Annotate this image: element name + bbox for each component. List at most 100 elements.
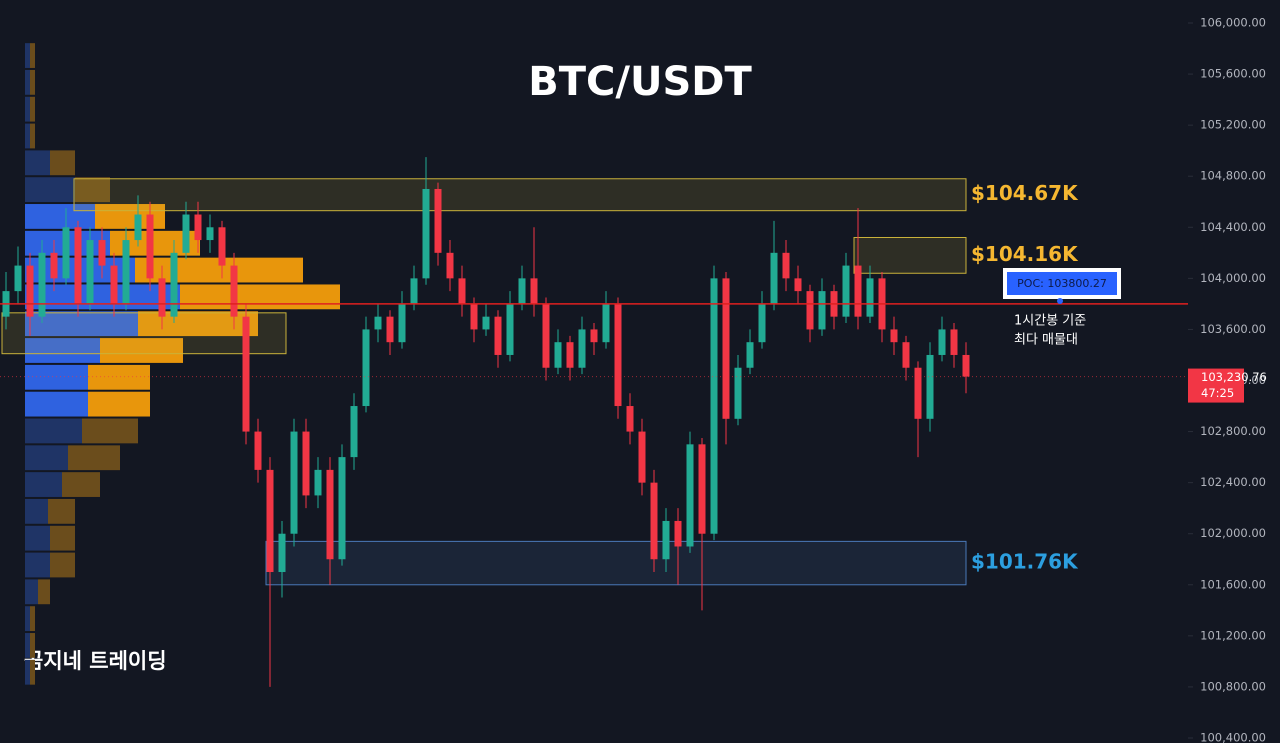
candle-body bbox=[302, 431, 310, 496]
candle-body bbox=[278, 533, 286, 573]
candle-body bbox=[518, 278, 526, 304]
candle-body bbox=[110, 265, 118, 304]
candle-body bbox=[698, 444, 706, 534]
candle-body bbox=[50, 252, 58, 279]
poc-box-inner bbox=[1007, 272, 1117, 295]
candle-body bbox=[38, 252, 46, 317]
candle-body bbox=[470, 303, 478, 330]
candle-body bbox=[950, 329, 958, 355]
candle-body bbox=[206, 227, 214, 241]
y-tick-label: 102,000.00 bbox=[1200, 526, 1266, 540]
profile-buy bbox=[25, 391, 88, 417]
candle-body bbox=[458, 278, 466, 304]
poc-dot bbox=[1057, 298, 1063, 304]
candle-body bbox=[590, 329, 598, 343]
profile-sell bbox=[100, 338, 183, 363]
y-tick-label: 104,000.00 bbox=[1200, 271, 1266, 285]
profile-buy bbox=[25, 633, 30, 658]
profile-buy bbox=[25, 96, 30, 122]
candle-body bbox=[818, 291, 826, 330]
profile-buy bbox=[25, 418, 82, 444]
zone bbox=[1, 312, 287, 355]
candle-body bbox=[374, 316, 382, 330]
y-tick-label: 106,000.00 bbox=[1200, 16, 1266, 30]
profile-buy bbox=[25, 525, 50, 551]
annotation: 1시간봉 기준 bbox=[1014, 314, 1086, 329]
profile-sell bbox=[48, 498, 75, 524]
profile-buy bbox=[25, 498, 48, 524]
price-tag-label: 103,230.76 bbox=[1201, 370, 1267, 384]
candle-body bbox=[266, 469, 274, 573]
candle-body bbox=[506, 303, 514, 355]
candle-body bbox=[170, 252, 178, 317]
chart-title: BTC/USDT bbox=[528, 59, 752, 105]
candle-body bbox=[686, 444, 694, 547]
candle-body bbox=[746, 342, 754, 368]
y-tick-label: 102,800.00 bbox=[1200, 424, 1266, 438]
candle-body bbox=[494, 316, 502, 355]
y-tick-label: 102,400.00 bbox=[1200, 475, 1266, 489]
profile-buy bbox=[25, 177, 75, 203]
candle-body bbox=[890, 329, 898, 343]
candle-body bbox=[578, 329, 586, 368]
candle-body bbox=[734, 367, 742, 419]
candle-body bbox=[542, 303, 550, 368]
profile-buy bbox=[25, 472, 62, 497]
candle-body bbox=[218, 227, 226, 266]
watermark: 곰지네 트레이딩 bbox=[24, 649, 167, 673]
profile-sell bbox=[30, 43, 35, 68]
profile-sell bbox=[50, 552, 75, 578]
zone-label: $101.76K bbox=[971, 550, 1079, 574]
zone-label: $104.67K bbox=[971, 181, 1079, 205]
profile-sell bbox=[68, 445, 120, 471]
profile-buy bbox=[25, 204, 95, 229]
y-tick-label: 104,800.00 bbox=[1200, 169, 1266, 183]
candle-body bbox=[362, 329, 370, 407]
profile-buy bbox=[25, 338, 100, 363]
candle-body bbox=[434, 188, 442, 253]
candle-body bbox=[962, 354, 970, 377]
profile-sell bbox=[75, 177, 110, 203]
candle-body bbox=[770, 252, 778, 304]
candle-body bbox=[14, 265, 22, 292]
candle-body bbox=[482, 316, 490, 330]
candle-body bbox=[254, 431, 262, 470]
candle-body bbox=[794, 278, 802, 292]
candle-body bbox=[242, 316, 250, 432]
candle-body bbox=[842, 265, 850, 317]
candle-body bbox=[662, 520, 670, 560]
profile-sell bbox=[30, 96, 35, 122]
candle-body bbox=[614, 303, 622, 407]
candle-body bbox=[854, 265, 862, 317]
profile-sell bbox=[30, 123, 35, 149]
candle-body bbox=[386, 316, 394, 343]
profile-buy bbox=[25, 69, 30, 95]
y-tick-label: 100,800.00 bbox=[1200, 679, 1266, 693]
candle-body bbox=[938, 329, 946, 355]
candle-body bbox=[446, 252, 454, 279]
candle-body bbox=[86, 240, 94, 304]
candle-body bbox=[902, 342, 910, 368]
profile-sell bbox=[30, 69, 35, 95]
candle-body bbox=[146, 214, 154, 279]
candle-body bbox=[866, 278, 874, 317]
profile-sell bbox=[138, 311, 258, 337]
candle-body bbox=[26, 265, 34, 317]
profile-sell bbox=[88, 364, 150, 390]
profile-sell bbox=[88, 391, 150, 417]
profile-sell bbox=[180, 284, 340, 310]
y-tick-label: 103,600.00 bbox=[1200, 322, 1266, 336]
candle-body bbox=[626, 406, 634, 432]
profile-sell bbox=[50, 525, 75, 551]
profile-buy bbox=[25, 364, 88, 390]
profile-sell bbox=[30, 606, 35, 632]
candle-body bbox=[398, 303, 406, 343]
candle-body bbox=[422, 188, 430, 279]
profile-buy bbox=[25, 284, 180, 310]
candle-body bbox=[158, 278, 166, 317]
zone bbox=[73, 178, 967, 212]
candle-body bbox=[530, 278, 538, 304]
countdown: 47:25 bbox=[1201, 386, 1234, 400]
candle-body bbox=[62, 227, 70, 279]
